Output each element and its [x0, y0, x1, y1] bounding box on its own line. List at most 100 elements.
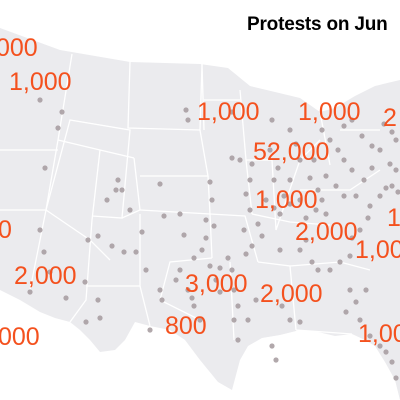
protest-dot [347, 287, 353, 293]
protest-dot [387, 161, 393, 167]
protest-dot [235, 303, 241, 309]
count-label: 2 [383, 104, 397, 132]
protest-dot [27, 289, 33, 295]
protest-dot [259, 233, 265, 239]
protest-dot [353, 193, 359, 199]
protest-dot [183, 107, 189, 113]
protest-dot [269, 343, 275, 349]
protest-dot [253, 297, 259, 303]
protest-dot [287, 127, 293, 133]
count-label: 1,000 [298, 98, 361, 126]
protest-dot [269, 117, 275, 123]
protest-dot [367, 203, 373, 209]
protest-dot [367, 333, 373, 339]
protest-dot [121, 249, 127, 255]
protest-dot [311, 157, 317, 163]
protest-dot [359, 133, 365, 139]
protest-dot [104, 197, 110, 203]
protest-dot [267, 147, 273, 153]
count-label: 1,000 [9, 68, 72, 96]
protest-dot [389, 183, 395, 189]
protest-dot [303, 237, 309, 243]
protest-dot [115, 177, 121, 183]
protest-dot [263, 197, 269, 203]
protest-dot [389, 129, 395, 135]
protest-dot [157, 181, 163, 187]
protest-dot [207, 263, 213, 269]
protest-dot [95, 233, 101, 239]
protest-dot [353, 299, 359, 305]
protest-dot [173, 277, 179, 283]
protest-dot [143, 267, 149, 273]
protest-dot [229, 267, 235, 273]
protest-dot [369, 165, 375, 171]
protest-dot [349, 167, 355, 173]
protest-dot [341, 157, 347, 163]
protest-dot [349, 117, 355, 123]
protest-dot [277, 211, 283, 217]
protest-dot [271, 205, 277, 211]
protest-dot [55, 125, 61, 131]
protest-dot [369, 143, 375, 149]
protest-dot [127, 207, 133, 213]
protest-dot [42, 165, 48, 171]
protest-dot [315, 187, 321, 193]
protest-dot [361, 177, 367, 183]
protest-dot [293, 141, 299, 147]
protest-dot [229, 155, 235, 161]
protest-dot [191, 303, 197, 309]
protest-dot [377, 147, 383, 153]
protest-dot [389, 359, 395, 365]
protest-dot [225, 255, 231, 261]
protest-dot [383, 185, 389, 191]
protest-dot [209, 197, 215, 203]
protest-dot [341, 193, 347, 199]
protest-dot [281, 193, 287, 199]
protest-dot [41, 249, 47, 255]
protest-dot [83, 319, 89, 325]
protest-dot [237, 157, 243, 163]
protest-dot [213, 277, 219, 283]
count-label: 000 [0, 34, 38, 62]
protest-dot [97, 315, 103, 321]
protest-dot [185, 117, 191, 123]
protest-dot [37, 97, 43, 103]
protest-dot [277, 247, 283, 253]
protest-dots [27, 97, 400, 381]
protest-dot [395, 189, 400, 195]
protest-dot [349, 235, 355, 241]
protest-dot [113, 187, 119, 193]
protest-dot [211, 223, 217, 229]
protest-dot [327, 137, 333, 143]
protest-dot [273, 357, 279, 363]
protest-dot [255, 221, 261, 227]
count-label: 1,000 [355, 236, 400, 264]
protest-dot [287, 177, 293, 183]
protest-dot [133, 249, 139, 255]
count-label: 000 [0, 323, 40, 351]
protest-dot [231, 317, 237, 323]
count-label: 1 [387, 204, 400, 232]
protest-dot [347, 253, 353, 259]
protest-dot [191, 255, 197, 261]
protest-dot [203, 235, 209, 241]
map-title: Protests on Jun [247, 14, 388, 35]
protest-dot [297, 319, 303, 325]
protest-dot [319, 127, 325, 133]
protest-dot [119, 187, 125, 193]
count-label: 1,000 [358, 320, 400, 348]
count-label: 2,000 [14, 262, 77, 290]
protest-dot [59, 109, 65, 115]
protest-dot [229, 109, 235, 115]
protest-dot [217, 289, 223, 295]
protest-dot [139, 229, 145, 235]
protest-dot [357, 227, 363, 233]
protest-dot [243, 191, 249, 197]
protest-dot [287, 201, 293, 207]
protest-dot [393, 137, 399, 143]
protest-dot [303, 215, 309, 221]
protest-dot [307, 175, 313, 181]
count-label: 1,000 [197, 98, 260, 126]
protest-dot [343, 309, 349, 315]
